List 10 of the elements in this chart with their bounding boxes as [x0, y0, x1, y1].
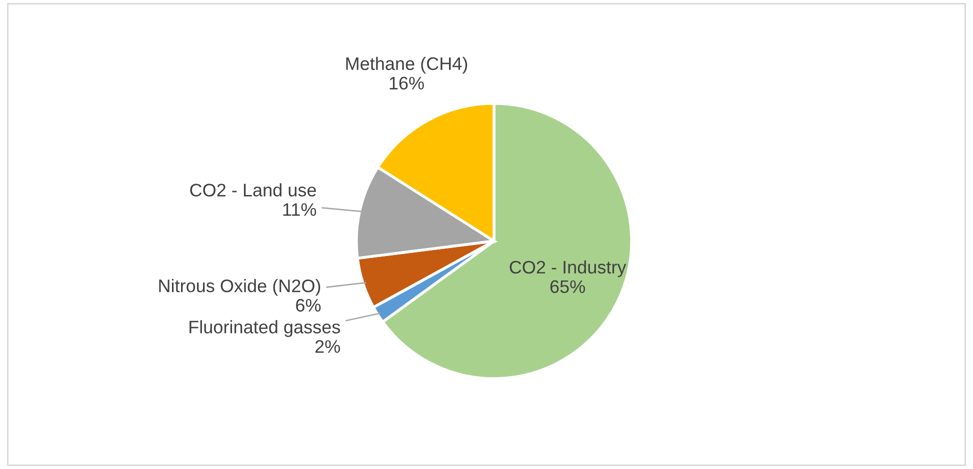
slice-label: CO2 - Land use [190, 183, 316, 196]
slice-label: Nitrous Oxide (N2O) [159, 278, 320, 296]
data-label: 2% [315, 340, 340, 353]
data-label: 11% [283, 203, 316, 216]
data-label: 6% [296, 298, 321, 312]
data-label: 16% [390, 76, 424, 90]
slice-label: CO2 - Industry [510, 260, 626, 278]
slice-label: Methane (CH4) [346, 56, 468, 74]
slice-label: Fluorinated gasses [190, 320, 340, 338]
data-label: 65% [550, 280, 585, 294]
